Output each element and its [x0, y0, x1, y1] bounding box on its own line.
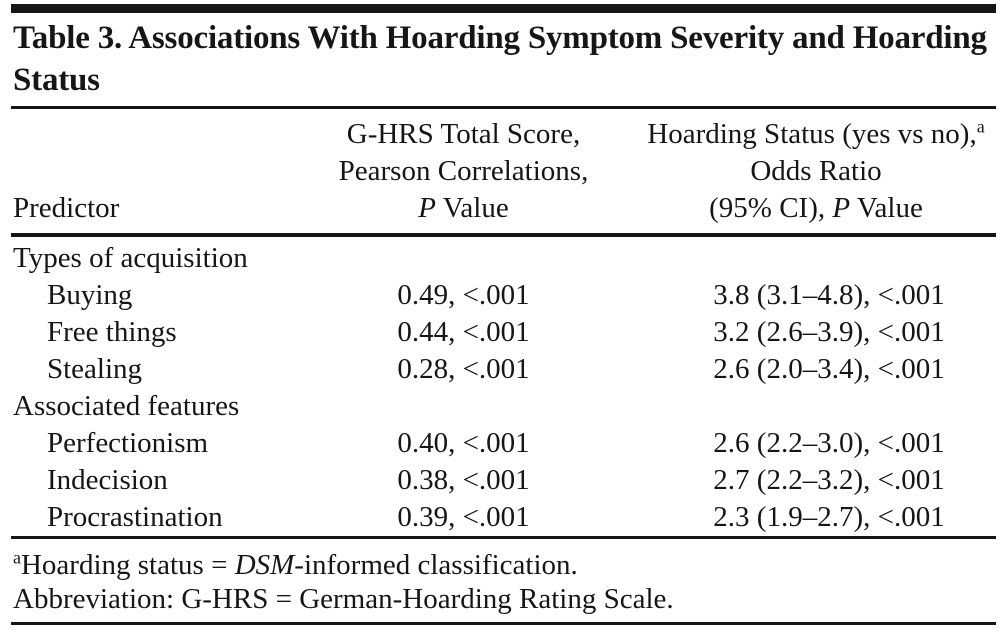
footnote-a: aHoarding status = DSM-informed classifi… [13, 548, 996, 582]
predictor-cell: Stealing [47, 353, 143, 385]
table-footnotes: aHoarding status = DSM-informed classifi… [11, 539, 996, 622]
status-header-footnote-marker: a [976, 116, 985, 137]
odds-ratio-cell: 3.8 (3.1–4.8), <.001 [713, 279, 945, 311]
group-label: Associated features [13, 390, 240, 422]
ghrs-header-p-value: Value [435, 192, 509, 224]
ghrs-header-line1: G-HRS Total Score, [346, 118, 581, 150]
group-row-associated-features: Associated features [11, 388, 996, 425]
footnote-abbreviation: Abbreviation: G-HRS = German-Hoarding Ra… [13, 583, 674, 615]
odds-ratio-cell [636, 235, 996, 277]
table-row-procrastination: Procrastination 0.39, <.001 2.3 (1.9–2.7… [11, 499, 996, 538]
title-divider-rule [11, 106, 996, 109]
predictor-cell: Indecision [47, 464, 168, 496]
bottom-rule [11, 622, 996, 625]
ghrs-header-line2: Pearson Correlations, [338, 155, 589, 187]
status-header-line1: Hoarding Status (yes vs no), [647, 118, 977, 150]
odds-ratio-cell: 3.2 (2.6–3.9), <.001 [713, 316, 945, 348]
column-header-ghrs-score: G-HRS Total Score, Pearson Correlations,… [291, 109, 636, 237]
table-row-perfectionism: Perfectionism 0.40, <.001 2.6 (2.2–3.0),… [11, 425, 996, 462]
odds-ratio-cell: 2.6 (2.2–3.0), <.001 [713, 427, 945, 459]
odds-ratio-cell: 2.7 (2.2–3.2), <.001 [713, 464, 945, 496]
correlation-cell: 0.39, <.001 [397, 501, 530, 533]
table-row-free-things: Free things 0.44, <.001 3.2 (2.6–3.9), <… [11, 314, 996, 351]
footnote-a-dsm-italic: DSM [234, 549, 295, 581]
odds-ratio-cell: 2.3 (1.9–2.7), <.001 [713, 501, 945, 533]
table-row-indecision: Indecision 0.38, <.001 2.7 (2.2–3.2), <.… [11, 462, 996, 499]
correlation-cell: 0.49, <.001 [397, 279, 530, 311]
table-row-buying: Buying 0.49, <.001 3.8 (3.1–4.8), <.001 [11, 277, 996, 314]
header-row: Predictor G-HRS Total Score, Pearson Cor… [11, 109, 996, 237]
table-header: Predictor G-HRS Total Score, Pearson Cor… [11, 109, 996, 237]
column-header-hoarding-status: Hoarding Status (yes vs no),a Odds Ratio… [636, 109, 996, 237]
status-header-line2: Odds Ratio [750, 155, 882, 187]
footnote-a-text: Hoarding status = [20, 549, 235, 581]
odds-ratio-cell: 2.6 (2.0–3.4), <.001 [713, 353, 945, 385]
table-row-stealing: Stealing 0.28, <.001 2.6 (2.0–3.4), <.00… [11, 351, 996, 388]
status-header-p-italic: P [832, 192, 851, 224]
predictor-cell: Free things [47, 316, 177, 348]
predictor-cell: Perfectionism [47, 427, 209, 459]
table-title: Table 3. Associations With Hoarding Symp… [13, 20, 987, 98]
status-header-p-value: Value [850, 192, 923, 224]
odds-ratio-cell [636, 388, 996, 425]
predictor-cell: Procrastination [47, 501, 223, 533]
correlation-cell: 0.28, <.001 [397, 353, 530, 385]
table-body: Types of acquisition Buying 0.49, <.001 … [11, 235, 996, 538]
footnote-a-text-end: -informed classification. [294, 549, 578, 581]
group-row-types-of-acquisition: Types of acquisition [11, 235, 996, 277]
correlation-cell: 0.38, <.001 [397, 464, 530, 496]
column-header-predictor: Predictor [11, 109, 291, 237]
correlation-cell [291, 388, 636, 425]
status-header-line3: (95% CI), [709, 192, 833, 224]
data-table: Predictor G-HRS Total Score, Pearson Cor… [11, 109, 996, 539]
correlation-cell: 0.40, <.001 [397, 427, 530, 459]
group-label: Types of acquisition [13, 242, 248, 274]
ghrs-header-p-italic: P [418, 192, 436, 224]
correlation-cell [291, 235, 636, 277]
footnote-a-marker: a [13, 547, 21, 568]
predictor-cell: Buying [47, 279, 133, 311]
correlation-cell: 0.44, <.001 [397, 316, 530, 348]
top-rule-heavy [11, 4, 996, 13]
